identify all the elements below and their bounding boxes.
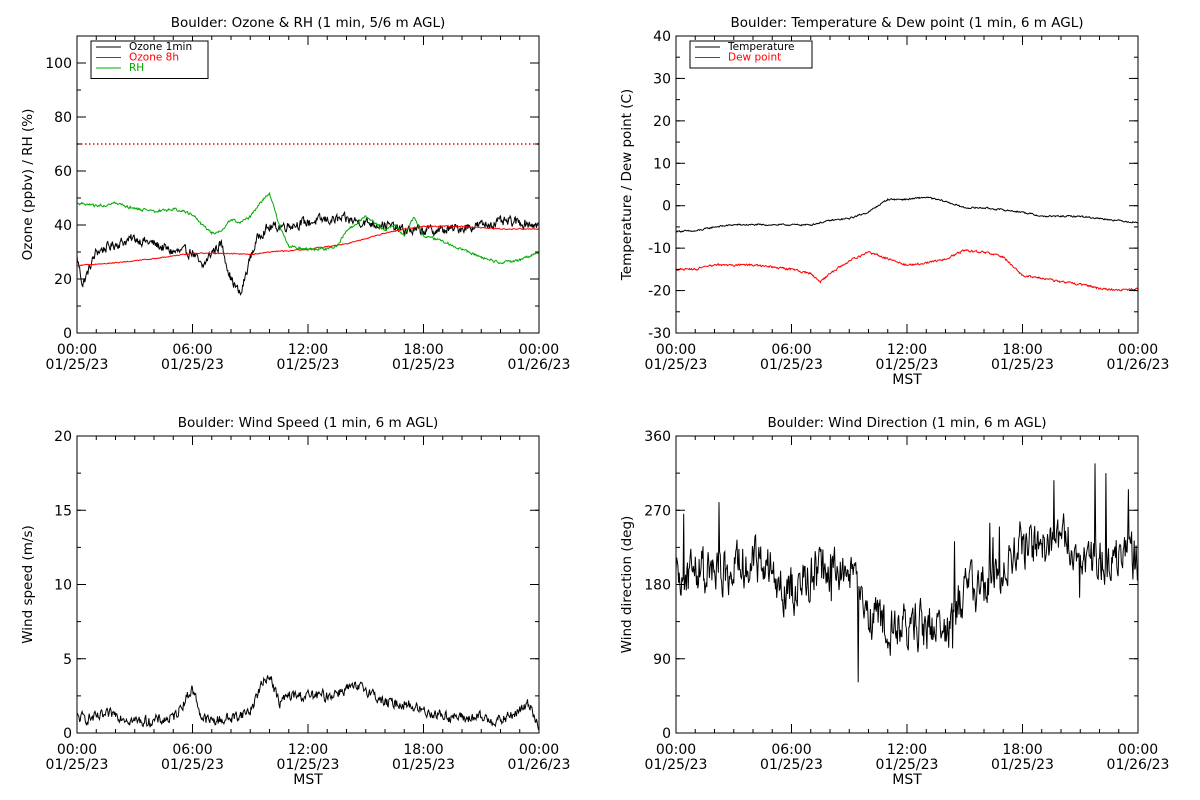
- legend-box: [689, 40, 813, 69]
- series-line-ozone-1min: [77, 210, 539, 296]
- x-tick-date: 01/25/23: [392, 757, 455, 773]
- y-tick-label: 180: [644, 578, 671, 594]
- y-tick-label: 60: [54, 164, 72, 180]
- y-tick-label: 80: [54, 110, 72, 126]
- y-tick-label: 0: [662, 726, 671, 742]
- y-axis-label: Wind speed (m/s): [20, 525, 36, 644]
- x-tick-time: 06:00: [172, 342, 212, 358]
- x-tick-date: 01/26/23: [1107, 757, 1170, 773]
- series-line-ozone-8h: [77, 225, 539, 267]
- plot-frame: [675, 435, 1139, 734]
- y-tick-label: 0: [63, 726, 72, 742]
- x-tick-time: 18:00: [403, 742, 443, 758]
- x-tick-date: 01/26/23: [508, 757, 571, 773]
- chart-title: Boulder: Temperature & Dew point (1 min,…: [731, 15, 1084, 31]
- y-tick-label: 90: [653, 652, 671, 668]
- chart-panel-1: Boulder: Ozone & RH (1 min, 5/6 m AGL) Oz…: [20, 15, 570, 373]
- x-tick-time: 12:00: [288, 742, 328, 758]
- chart-title: Boulder: Wind Speed (1 min, 6 m AGL): [178, 415, 438, 431]
- y-axis-label: Temperature / Dew point (C): [619, 89, 635, 281]
- x-tick-time: 12:00: [887, 342, 927, 358]
- x-tick-time: 00:00: [656, 342, 696, 358]
- y-tick-label: 20: [54, 272, 72, 288]
- y-tick-label: 270: [644, 503, 671, 519]
- x-tick-time: 12:00: [288, 342, 328, 358]
- x-tick-time: 00:00: [57, 342, 97, 358]
- y-tick-label: 5: [63, 652, 72, 668]
- y-tick-label: 0: [63, 326, 72, 342]
- x-tick-time: 00:00: [656, 742, 696, 758]
- series-line-data-1: [77, 675, 539, 731]
- x-tick-date: 01/25/23: [645, 757, 708, 773]
- x-tick-time: 18:00: [1002, 742, 1042, 758]
- y-tick-label: 10: [54, 578, 72, 594]
- x-tick-date: 01/25/23: [46, 757, 109, 773]
- x-tick-date: 01/26/23: [508, 357, 571, 373]
- chart-panel-3: Boulder: Wind Speed (1 min, 6 m AGL) Wind…: [20, 415, 570, 788]
- chart-title: Boulder: Wind Direction (1 min, 6 m AGL): [767, 415, 1046, 431]
- legend-entry: Ozone 8h: [129, 52, 179, 64]
- series-line-rh: [77, 191, 539, 265]
- y-tick-label: 100: [45, 56, 72, 72]
- y-axis-label: Ozone (ppbv) / RH (%): [20, 109, 36, 261]
- y-tick-label: 20: [653, 114, 671, 130]
- x-tick-date: 01/25/23: [161, 357, 224, 373]
- y-tick-label: 30: [653, 71, 671, 87]
- x-tick-date: 01/25/23: [760, 757, 823, 773]
- series-line-dew-point: [676, 249, 1138, 292]
- chart-panel-4: Boulder: Wind Direction (1 min, 6 m AGL)…: [619, 415, 1169, 788]
- series-line-data-1: [676, 463, 1138, 683]
- x-tick-date: 01/25/23: [46, 357, 109, 373]
- x-tick-date: 01/25/23: [277, 757, 340, 773]
- legend-entry: Ozone 1min: [129, 41, 192, 53]
- x-tick-time: 06:00: [771, 342, 811, 358]
- x-tick-date: 01/25/23: [991, 357, 1054, 373]
- series-line-temperature: [676, 196, 1138, 233]
- y-tick-label: -30: [648, 326, 671, 342]
- x-tick-time: 06:00: [771, 742, 811, 758]
- x-tick-date: 01/25/23: [876, 757, 939, 773]
- y-axis-label: Wind direction (deg): [619, 516, 635, 654]
- x-tick-time: 00:00: [57, 742, 97, 758]
- legend-entry: Dew point: [728, 52, 781, 64]
- x-tick-date: 01/25/23: [760, 357, 823, 373]
- y-tick-label: -20: [648, 284, 671, 300]
- x-tick-time: 00:00: [519, 742, 559, 758]
- y-tick-label: 360: [644, 429, 671, 445]
- x-tick-date: 01/25/23: [392, 357, 455, 373]
- chart-title: Boulder: Ozone & RH (1 min, 5/6 m AGL): [171, 15, 446, 31]
- legend-entry: RH: [129, 62, 144, 74]
- x-tick-time: 18:00: [403, 342, 443, 358]
- y-tick-label: 0: [662, 199, 671, 215]
- x-axis-label: MST: [892, 372, 922, 388]
- x-tick-time: 18:00: [1002, 342, 1042, 358]
- x-tick-time: 12:00: [887, 742, 927, 758]
- chart-panel-2: Boulder: Temperature & Dew point (1 min,…: [619, 15, 1169, 388]
- x-tick-date: 01/25/23: [277, 357, 340, 373]
- y-tick-label: 40: [54, 218, 72, 234]
- x-tick-date: 01/25/23: [161, 757, 224, 773]
- y-tick-label: -10: [648, 241, 671, 257]
- x-tick-date: 01/25/23: [876, 357, 939, 373]
- x-axis-label: MST: [892, 772, 922, 788]
- plot-frame: [675, 35, 1139, 334]
- y-tick-label: 15: [54, 503, 72, 519]
- y-tick-label: 10: [653, 156, 671, 172]
- x-tick-date: 01/26/23: [1107, 357, 1170, 373]
- plot-frame: [76, 435, 540, 734]
- y-tick-label: 20: [54, 429, 72, 445]
- plot-frame: [76, 35, 540, 334]
- x-tick-time: 06:00: [172, 742, 212, 758]
- x-tick-date: 01/25/23: [991, 757, 1054, 773]
- x-axis-label: MST: [293, 772, 323, 788]
- x-tick-time: 00:00: [1118, 742, 1158, 758]
- x-tick-time: 00:00: [1118, 342, 1158, 358]
- legend-entry: Temperature: [727, 41, 795, 53]
- y-tick-label: 40: [653, 29, 671, 45]
- x-tick-date: 01/25/23: [645, 357, 708, 373]
- x-tick-time: 00:00: [519, 342, 559, 358]
